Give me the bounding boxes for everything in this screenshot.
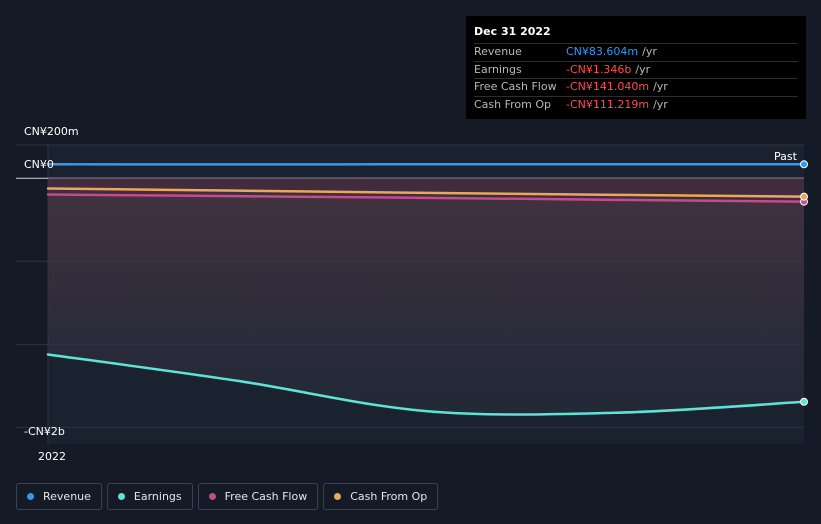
legend-label: Free Cash Flow bbox=[224, 490, 308, 503]
negative-area bbox=[48, 194, 804, 415]
free-cash-flow-dot-icon bbox=[208, 493, 216, 500]
revenue-dot-icon bbox=[27, 493, 34, 500]
tooltip-value: -CN¥1.346b bbox=[566, 62, 632, 76]
y-tick-label-200m: CN¥200m bbox=[24, 125, 79, 138]
earnings-line bbox=[46, 353, 806, 416]
y-tick-label-zero: CN¥0 bbox=[24, 158, 54, 171]
tooltip-value: CN¥83.604m bbox=[566, 45, 639, 58]
tooltip-label: Free Cash Flow bbox=[474, 80, 557, 93]
cash-from-op-dot-icon bbox=[334, 493, 342, 500]
tooltip-date: Dec 31 2022 bbox=[474, 25, 551, 38]
tooltip-label: Cash From Op bbox=[474, 97, 552, 111]
tooltip-value: -CN¥141.040m bbox=[566, 80, 650, 93]
tooltip-label: Earnings bbox=[474, 62, 522, 76]
legend-label: Revenue bbox=[43, 490, 91, 503]
tooltip-row-earnings: Earnings -CN¥1.346b /yr bbox=[474, 60, 798, 79]
cash-from-op-end-point bbox=[800, 192, 808, 201]
area-layer bbox=[48, 178, 804, 415]
legend-item-revenue[interactable]: Revenue bbox=[16, 483, 102, 510]
tooltip-row-revenue: Revenue CN¥83.604m /yr bbox=[474, 43, 798, 61]
legend-item-earnings[interactable]: Earnings bbox=[106, 483, 193, 510]
earnings-dot-icon bbox=[117, 493, 125, 500]
tooltip-row-cash-from-op: Cash From Op -CN¥111.219m /yr bbox=[474, 95, 798, 114]
legend-label: Cash From Op bbox=[350, 490, 428, 503]
point-layer bbox=[800, 160, 808, 406]
revenue-end-point bbox=[800, 160, 808, 169]
legend-item-cash-from-op[interactable]: Cash From Op bbox=[323, 483, 439, 510]
line-layer bbox=[46, 163, 806, 416]
tooltip-unit: /yr bbox=[635, 62, 651, 76]
legend-label: Earnings bbox=[133, 490, 182, 503]
tooltip-unit: /yr bbox=[653, 97, 668, 111]
tooltip-row-free-cash-flow: Free Cash Flow -CN¥141.040m /yr bbox=[474, 78, 798, 96]
cash-from-op-line bbox=[46, 187, 806, 198]
tooltip-unit: /yr bbox=[653, 80, 668, 93]
free-cash-flow-line bbox=[46, 193, 806, 203]
x-tick-label-2022: 2022 bbox=[38, 450, 66, 463]
tooltip-label: Revenue bbox=[474, 45, 522, 58]
legend-item-free-cash-flow[interactable]: Free Cash Flow bbox=[197, 483, 319, 510]
earnings-end-point bbox=[800, 397, 808, 406]
y-tick-label-2b: -CN¥2b bbox=[24, 425, 65, 438]
tooltip: Dec 31 2022 Revenue CN¥83.604m /yr Earni… bbox=[466, 16, 806, 119]
tooltip-unit: /yr bbox=[642, 45, 657, 58]
tooltip-value: -CN¥111.219m bbox=[566, 97, 650, 111]
past-label: Past bbox=[774, 150, 797, 163]
legend: Revenue Earnings Free Cash Flow Cash Fro… bbox=[16, 483, 439, 510]
